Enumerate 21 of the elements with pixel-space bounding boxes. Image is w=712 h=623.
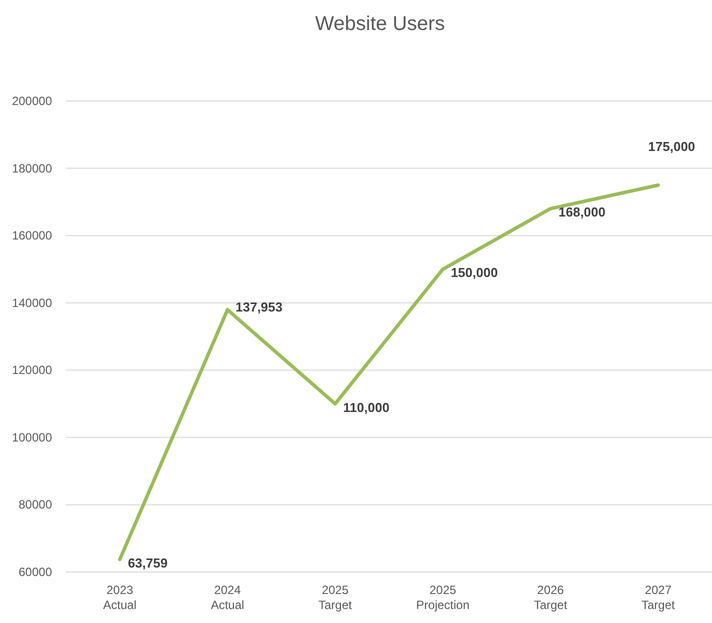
chart-title: Website Users (315, 13, 445, 35)
y-tick-label: 80000 (18, 498, 52, 512)
y-tick-label: 180000 (12, 161, 52, 176)
data-label: 175,000 (648, 139, 696, 154)
data-label: 137,953 (236, 300, 282, 315)
x-tick-label: 2026 Target (534, 583, 568, 612)
y-tick-label: 200000 (12, 94, 52, 108)
y-tick-label: 140000 (12, 296, 52, 310)
data-label: 168,000 (558, 204, 606, 220)
y-tick-label: 120000 (12, 363, 52, 378)
y-tick-label: 100000 (12, 430, 52, 444)
data-label: 110,000 (343, 400, 390, 415)
y-tick-label: 60000 (18, 565, 52, 579)
data-label: 63,759 (128, 555, 168, 570)
x-tick-label: 2027 Target (641, 583, 676, 612)
x-tick-label: 2024 Actual (210, 583, 244, 612)
x-tick-label: 2025 Projection (416, 583, 470, 612)
x-tick-label: 2025 Target (318, 583, 353, 612)
y-tick-label: 160000 (12, 228, 52, 243)
data-label: 150,000 (450, 265, 498, 280)
x-tick-label: 2023 Actual (103, 583, 137, 612)
